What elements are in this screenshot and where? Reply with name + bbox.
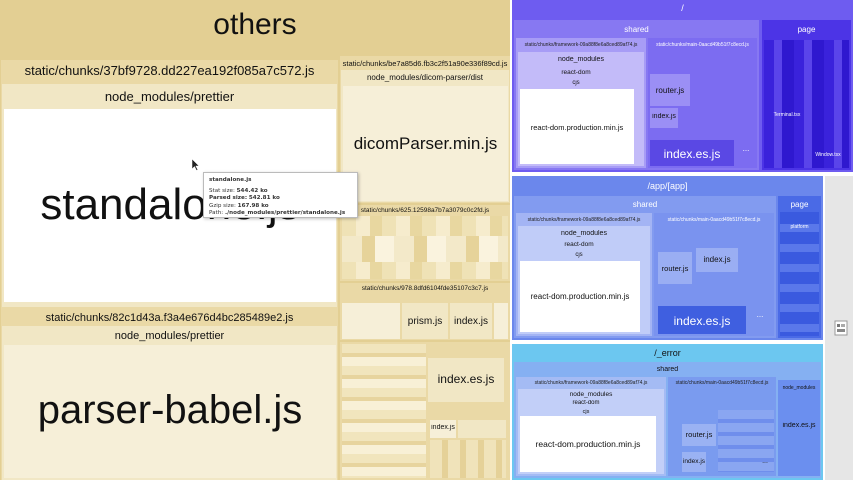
index-es-label: index.es.js	[437, 372, 495, 386]
route-app-title: /app/[app]	[647, 181, 688, 191]
app-shared-label: shared	[632, 200, 658, 209]
app-index[interactable]	[696, 248, 738, 272]
app-router[interactable]	[658, 252, 692, 284]
index-js-label-2: index.js	[431, 424, 455, 431]
chunk-misc-small-2	[430, 440, 506, 478]
app-page-label: page	[790, 200, 809, 209]
error-main-content	[718, 410, 774, 472]
chunk-be7a85d6-label: static/chunks/be7a85d6.fb3c2f51a90e336f8…	[342, 59, 508, 68]
error-main-label: static/chunks/main-0aacd49b51f7c8ecd.js	[675, 380, 769, 386]
root-index-label: index.js	[652, 113, 676, 120]
dicom-parser-module-label: node_modules/dicom-parser/dist	[366, 73, 484, 82]
prism-block[interactable]	[402, 303, 448, 339]
tooltip-gzip: Gzip size: 167.98 ko	[209, 202, 269, 209]
chunk-625-label: static/chunks/625.12598a7b7a3079c0c2fd.j…	[360, 207, 490, 214]
parser-babel-block[interactable]	[4, 345, 336, 478]
prettier-module-a-label: node_modules/prettier	[104, 89, 235, 104]
root-shared-label: shared	[624, 25, 649, 34]
app-index-label: index.js	[703, 255, 731, 264]
app-react-dom-label: react-dom	[564, 241, 594, 248]
index-js-block-2[interactable]	[430, 420, 456, 438]
tooltip-parsed: Parsed size: 542.81 ko	[209, 195, 280, 201]
error-shared-label: shared	[656, 366, 679, 373]
dicomparser-block[interactable]	[343, 86, 508, 201]
root-page-content	[764, 40, 849, 168]
prism-label: prism.js	[407, 316, 443, 327]
app-index-es[interactable]	[658, 306, 746, 334]
error-page-label: node_modules	[782, 385, 816, 391]
root-react-dom-label: react-dom	[561, 69, 591, 76]
app-cjs-label: cjs	[575, 252, 583, 258]
app-page-content	[780, 212, 819, 336]
error-router-label: router.js	[685, 430, 713, 439]
index-js-block[interactable]	[450, 303, 492, 339]
tooltip-stat: Stat size: 544.42 ko	[209, 187, 268, 194]
error-page[interactable]	[778, 380, 820, 476]
root-page-label: page	[797, 25, 816, 34]
prettier-module-b-label: node_modules/prettier	[114, 330, 225, 342]
tooltip-path: Path: ./node_modules/prettier/standalone…	[209, 210, 346, 216]
error-page-index-es: index.es.js	[782, 422, 816, 429]
root-framework-label: static/chunks/framework-09a88f8e6a8ced89…	[524, 42, 638, 48]
error-router[interactable]	[682, 424, 716, 446]
route-error-title: /_error	[654, 348, 681, 358]
error-framework-label: static/chunks/framework-09a88f8e6a8ced89…	[534, 380, 648, 386]
app-framework-label: static/chunks/framework-09a88f8e6a8ced89…	[527, 217, 641, 223]
root-dots: ...	[742, 144, 750, 153]
chunk-978-extra	[494, 303, 508, 339]
mouse-cursor-icon	[191, 158, 200, 171]
root-cjs-label: cjs	[572, 80, 580, 86]
error-cjs-label: cjs	[582, 409, 590, 415]
chunk-misc-left	[342, 344, 426, 478]
root-react-dom-file-label: react-dom.production.min.js	[530, 123, 624, 132]
root-index[interactable]	[650, 108, 678, 128]
app-react-dom-file[interactable]	[520, 261, 640, 332]
app-index-es-label: index.es.js	[673, 314, 731, 328]
error-node-modules-label: node_modules	[569, 391, 613, 398]
root-page-terminal: Terminal.tsx	[773, 112, 801, 118]
chunk-978-label: static/chunks/978.8dfd6104fde35107c3c7.j…	[361, 285, 489, 292]
root-main-label: static/chunks/main-0aacd49b51f7c8ecd.js	[656, 42, 749, 48]
root-react-dom-file[interactable]	[520, 89, 634, 164]
dicomparser-label: dicomParser.min.js	[353, 134, 498, 153]
root-node-modules-label: node_modules	[558, 56, 604, 63]
app-dots: ...	[756, 310, 764, 319]
app-node-modules-label: node_modules	[561, 230, 607, 237]
chunk-625-content-b	[342, 236, 508, 262]
app-page-platform: platform	[790, 224, 809, 230]
error-index[interactable]	[682, 452, 706, 472]
root-router-label: router.js	[655, 86, 685, 95]
root-index-es-label: index.es.js	[663, 147, 721, 161]
prism-block-small[interactable]	[342, 303, 400, 339]
route-root-title: /	[681, 3, 684, 13]
sidebar-toggle-icon[interactable]	[834, 320, 848, 336]
error-index-label: index.js	[682, 458, 706, 465]
root-router[interactable]	[650, 74, 690, 106]
index-js-label: index.js	[454, 316, 488, 327]
tooltip-title: standalone.js	[209, 177, 252, 183]
error-react-dom-file-label: react-dom.production.min.js	[535, 439, 641, 449]
parser-babel-label: parser-babel.js	[37, 388, 303, 432]
app-main-label: static/chunks/main-0aacd49b51f7c8ecd.js	[667, 217, 761, 223]
error-react-dom-label: react-dom	[572, 400, 600, 406]
chunk-82c1d43a-label: static/chunks/82c1d43a.f3a4e676d4bc28548…	[45, 312, 294, 324]
chunk-37bf9728-label: static/chunks/37bf9728.dd227ea192f085a7c…	[24, 63, 315, 78]
index-es-block[interactable]	[428, 358, 504, 402]
error-react-dom-file[interactable]	[520, 416, 656, 472]
app-react-dom-file-label: react-dom.production.min.js	[530, 292, 630, 301]
size-tooltip: standalone.js Stat size: 544.42 ko Parse…	[203, 172, 358, 218]
root-page-window: Window.tsx	[815, 152, 841, 158]
app-router-label: router.js	[661, 264, 689, 273]
error-dots: ...	[762, 458, 768, 465]
root-index-es[interactable]	[650, 140, 734, 166]
others-title: others	[213, 8, 297, 41]
chunk-misc-small-1	[458, 420, 506, 438]
